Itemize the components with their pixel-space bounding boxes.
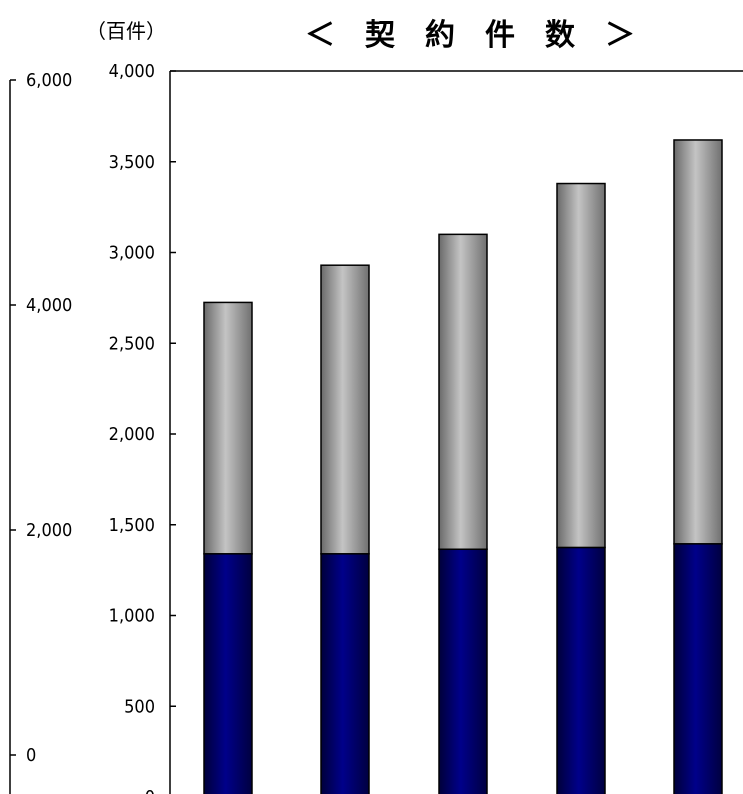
main-y-ticks: 0 500 1,000 1,500 2,000 2,500 3,000 3,500 4,000: [109, 61, 176, 794]
left-y-tick-label: 4,000: [26, 295, 72, 316]
bar-segment-lower: [203, 553, 253, 794]
y-tick-label: 1,000: [109, 606, 155, 627]
bar-segment-lower: [438, 548, 488, 794]
y-tick-label: 3,500: [109, 152, 155, 173]
left-y-tick-label: 6,000: [26, 70, 72, 91]
left-y-tick-label: 0: [26, 745, 36, 766]
left-partial-chart: 0 2,000 4,000 6,000: [9, 70, 72, 794]
bar-segment-lower: [673, 543, 723, 794]
main-chart: （百件） ＜ 契 約 件 数 ＞ 0 500 1,000 1,500 2,000 2,50…: [86, 18, 743, 794]
y-tick-label: 1,500: [109, 515, 155, 536]
main-bars: [203, 139, 723, 794]
y-tick-label: 4,000: [109, 61, 155, 82]
bar-segment-lower: [556, 546, 606, 794]
bar-segment-upper: [673, 139, 723, 545]
bar-segment-lower: [320, 553, 370, 794]
y-tick-label: 2,000: [109, 424, 155, 445]
y-tick-label: 2,500: [109, 333, 155, 354]
unit-label: （百件）: [86, 19, 166, 43]
bar-segment-upper: [556, 182, 606, 549]
y-tick-label: 500: [124, 696, 155, 717]
y-tick-label: 3,000: [109, 243, 155, 264]
bar-segment-upper: [438, 233, 488, 551]
bar-segment-upper: [320, 264, 370, 555]
y-tick-label: 0: [145, 787, 155, 794]
left-y-tick-label: 2,000: [26, 520, 72, 541]
left-y-ticks: 0 2,000 4,000 6,000: [10, 70, 72, 766]
chart-title: ＜ 契 約 件 数 ＞: [305, 18, 635, 53]
bar-segment-upper: [203, 301, 253, 555]
